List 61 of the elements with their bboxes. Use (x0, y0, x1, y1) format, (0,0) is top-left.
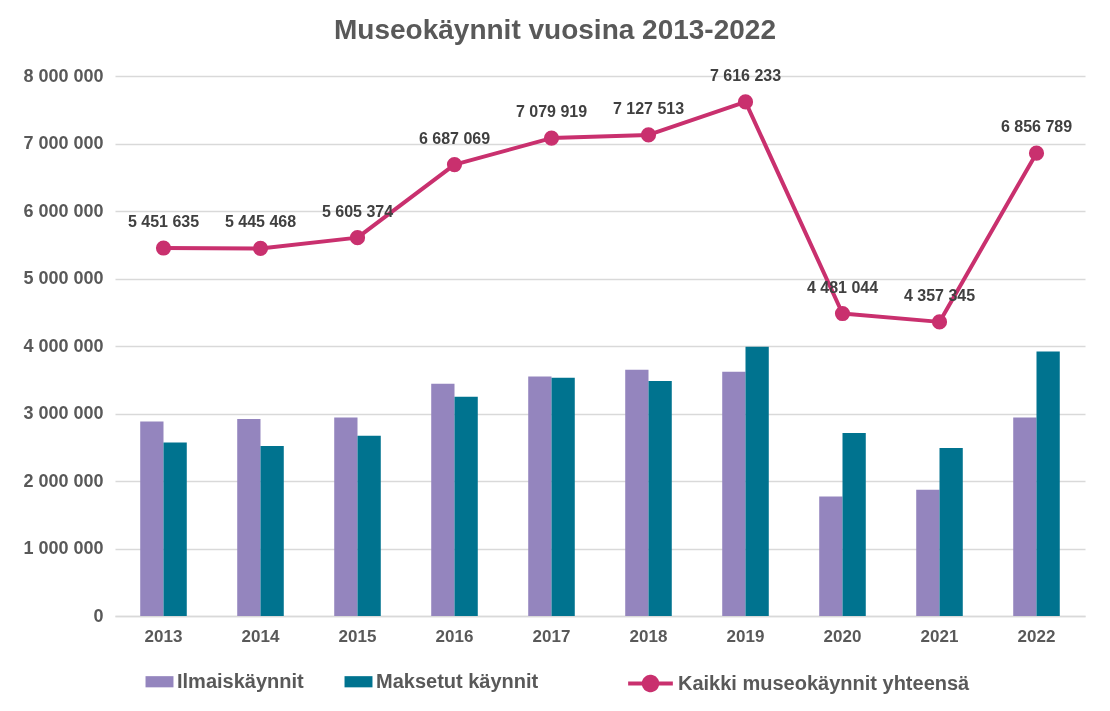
bar (454, 396, 478, 616)
bar (140, 421, 164, 616)
point (931, 314, 948, 330)
y-tick-label: 1 000 000 (23, 538, 104, 558)
bar (648, 381, 672, 616)
bar (357, 435, 381, 616)
legend-label: Kaikki museokäynnit yhteensä (678, 671, 971, 694)
point (737, 94, 754, 110)
x-tick-label: 2019 (726, 626, 765, 646)
x-tick-label: 2021 (920, 626, 959, 646)
y-tick-label: 5 000 000 (23, 268, 104, 288)
data-label: 6 687 069 (418, 129, 491, 147)
point (640, 127, 657, 143)
x-tick-label: 2016 (435, 626, 474, 646)
data-label: 5 445 468 (224, 213, 297, 231)
point (446, 157, 463, 173)
point (834, 305, 851, 322)
data-label: 5 605 374 (321, 202, 394, 220)
data-label: 7 127 513 (612, 99, 685, 117)
bar (163, 442, 187, 616)
bar (916, 489, 940, 616)
bar (939, 447, 963, 616)
legend-label: Maksetut käynnit (376, 669, 539, 692)
bar (722, 371, 746, 616)
bar (260, 445, 284, 616)
bar (334, 417, 358, 616)
y-tick-label: 4 000 000 (23, 335, 104, 356)
point (543, 130, 560, 146)
bar (819, 496, 843, 616)
y-tick-label: 6 000 000 (23, 200, 104, 221)
x-tick-label: 2022 (1017, 626, 1056, 646)
data-label: 6 856 789 (1000, 118, 1073, 136)
y-tick-label: 8 000 000 (23, 65, 104, 86)
y-tick-label: 3 000 000 (23, 403, 104, 423)
y-tick-label: 0 (93, 605, 104, 626)
point (252, 240, 269, 256)
bar (431, 383, 455, 616)
x-tick-label: 2015 (338, 626, 377, 646)
point (349, 230, 366, 246)
bar (237, 418, 261, 616)
x-tick-label: 2013 (144, 626, 183, 646)
point (1028, 145, 1045, 161)
x-tick-label: 2017 (532, 626, 571, 646)
y-tick-label: 2 000 000 (23, 470, 104, 491)
bar (528, 376, 552, 616)
bar (625, 369, 649, 616)
x-tick-label: 2020 (823, 626, 862, 646)
y-tick-label: 7 000 000 (23, 133, 104, 153)
data-label: 7 079 919 (515, 103, 588, 121)
legend-label: Ilmaiskäynnit (177, 669, 305, 692)
x-tick-label: 2014 (241, 626, 280, 646)
bar (745, 346, 769, 616)
bar (842, 433, 866, 616)
x-tick-label: 2018 (629, 626, 668, 646)
bar (1013, 417, 1037, 616)
data-label: 5 451 635 (127, 213, 200, 231)
chart-title: Museokäynnit vuosina 2013-2022 (334, 14, 776, 45)
bar (1036, 351, 1060, 616)
data-label: 7 616 233 (709, 66, 782, 84)
bar (551, 377, 575, 616)
point (155, 240, 172, 256)
